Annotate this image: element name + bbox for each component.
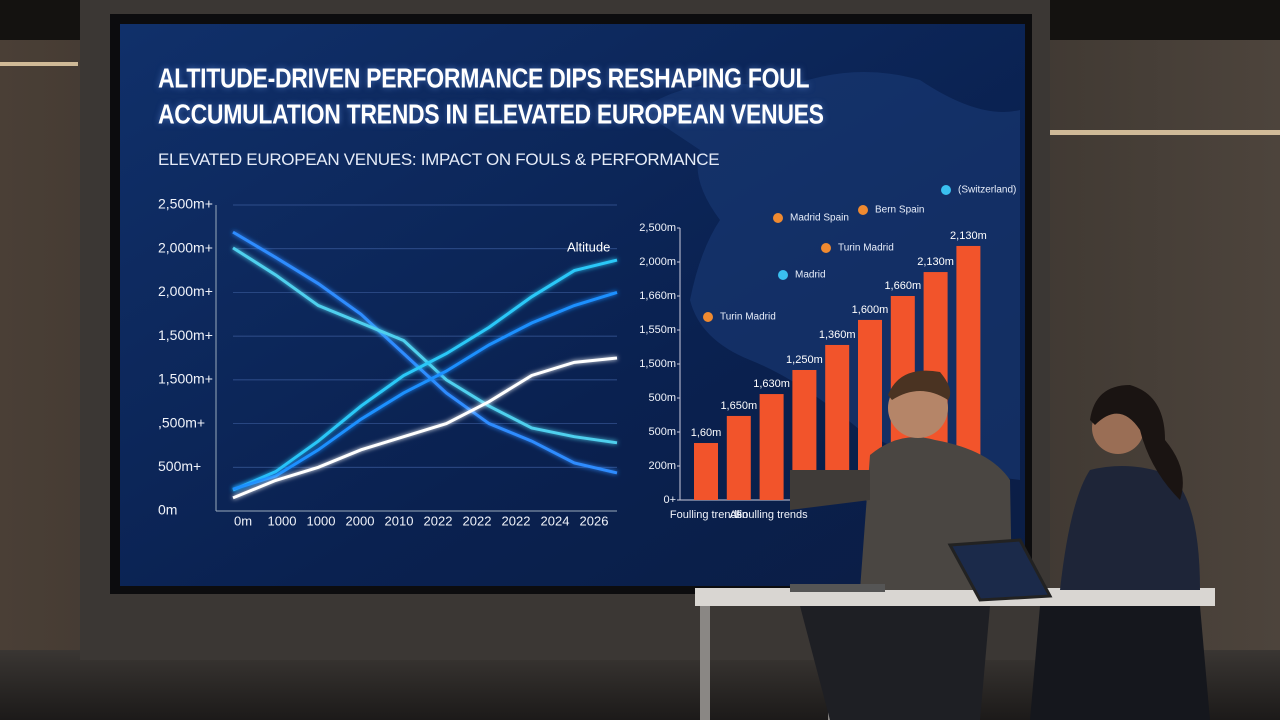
y-tick-label: 1,660m xyxy=(639,290,676,302)
y-tick-label: 2,000m+ xyxy=(158,239,213,255)
table xyxy=(695,588,1215,606)
map-pin xyxy=(941,185,951,195)
y-tick-label: ,500m+ xyxy=(158,414,205,430)
x-tick-label: 2022 xyxy=(502,513,531,528)
map-pin xyxy=(703,312,713,322)
map-pin xyxy=(821,243,831,253)
map-label: Turin Madrid xyxy=(720,312,776,323)
map-pin xyxy=(778,270,788,280)
x-tick-label: Alin xyxy=(730,509,748,521)
series-line xyxy=(232,290,618,491)
table-leg xyxy=(700,606,710,720)
value-label: 2,130m xyxy=(917,256,954,268)
man-arm xyxy=(790,470,870,510)
series-line xyxy=(232,246,618,445)
laptop xyxy=(790,584,885,592)
value-label: 1,60m xyxy=(691,427,722,439)
wall-light xyxy=(1048,130,1280,135)
x-tick-label: 1000 xyxy=(307,513,336,528)
map-pin xyxy=(773,213,783,223)
y-tick-label: 1,500m+ xyxy=(158,371,213,387)
map-label: Madrid Spain xyxy=(790,213,849,224)
series-line xyxy=(232,230,618,475)
man-hair xyxy=(888,370,951,400)
x-tick-label: 2010 xyxy=(385,513,414,528)
x-tick-label: 2024 xyxy=(541,513,570,528)
map-label: (Switzerland) xyxy=(958,185,1016,196)
y-tick-label: 2,000m+ xyxy=(158,283,213,299)
y-tick-label: 1,500m xyxy=(639,358,676,370)
wall-light xyxy=(0,62,78,66)
x-tick-label: 2026 xyxy=(580,513,609,528)
y-tick-label: 200m xyxy=(648,460,676,472)
bar xyxy=(726,415,751,500)
value-label: 1,650m xyxy=(720,400,757,412)
bar xyxy=(694,443,718,500)
value-label: 1,660m xyxy=(884,280,921,292)
y-tick-label: 500m xyxy=(648,392,676,404)
map-label: Bern Spain xyxy=(875,205,924,216)
subtitle: ELEVATED EUROPEAN VENUES: IMPACT ON FOUL… xyxy=(158,150,720,169)
x-tick-label: Foulling trends xyxy=(736,509,809,521)
map-label: Madrid xyxy=(795,270,826,281)
y-tick-label: 1,500m+ xyxy=(158,327,213,343)
y-tick-label: 0+ xyxy=(663,494,676,506)
series-line xyxy=(232,258,618,492)
map-label: Turin Madrid xyxy=(838,243,894,254)
y-tick-label: 2,500m+ xyxy=(158,196,213,212)
value-label: 1,600m xyxy=(852,304,889,316)
x-tick-label: 2022 xyxy=(424,513,453,528)
woman-jacket xyxy=(1060,466,1200,590)
y-tick-label: 500m+ xyxy=(158,458,201,474)
y-tick-label: 2,000m xyxy=(639,256,676,268)
woman-hair xyxy=(1090,385,1183,500)
x-tick-label: 1000 xyxy=(268,513,297,528)
y-tick-label: 1,550m xyxy=(639,324,676,336)
annotation: Altitude xyxy=(567,239,610,254)
value-label: 1,630m xyxy=(753,378,790,390)
tablet xyxy=(947,538,1053,602)
y-tick-label: 2,500m xyxy=(639,222,676,234)
woman-legs xyxy=(1030,606,1210,720)
x-tick-label: 2022 xyxy=(463,513,492,528)
value-label: 1,250m xyxy=(786,354,823,366)
y-tick-label: 0m xyxy=(158,502,177,518)
title: ALTITUDE-DRIVEN PERFORMANCE DIPS RESHAPI… xyxy=(158,62,824,130)
x-tick-label: 0m xyxy=(234,513,252,528)
value-label: 2,130m xyxy=(950,230,987,242)
map-pin xyxy=(858,205,868,215)
value-label: 1,360m xyxy=(819,329,856,341)
y-tick-label: 500m xyxy=(648,426,676,438)
bar xyxy=(759,394,784,500)
x-tick-label: Foulling trends xyxy=(670,509,743,521)
x-tick-label: 2000 xyxy=(346,513,375,528)
man-legs xyxy=(800,606,990,720)
series-line xyxy=(232,356,618,500)
